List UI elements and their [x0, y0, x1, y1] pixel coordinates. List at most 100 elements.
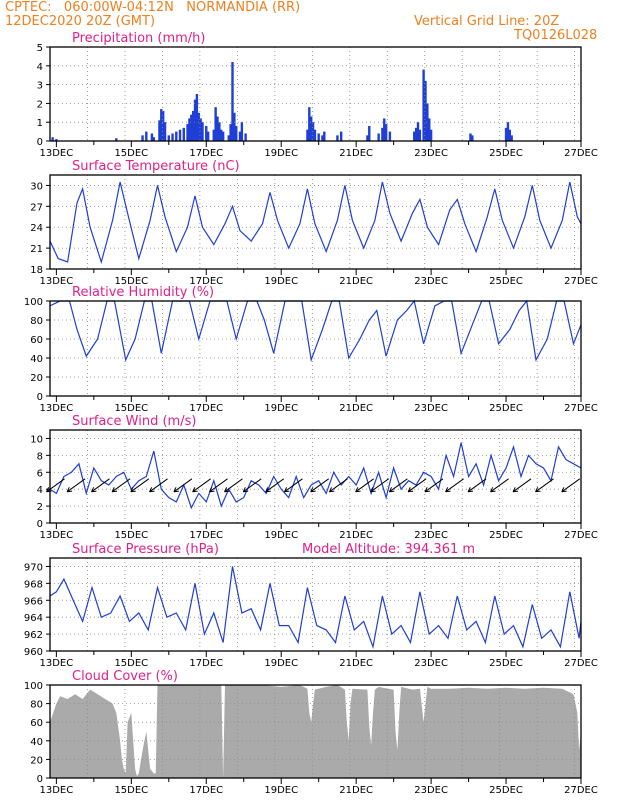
precip-bar: [414, 127, 418, 141]
wind-arrow-head: [424, 487, 428, 493]
panel-title: Surface Wind (m/s): [72, 414, 196, 429]
wind-arrow-head: [149, 487, 153, 493]
precip-bar: [218, 122, 221, 141]
precip-bar: [413, 131, 416, 141]
panel-frame: [49, 429, 582, 524]
x-tick-label: 23DEC: [414, 403, 448, 414]
precip-bar: [182, 127, 185, 141]
wind-arrow-head: [209, 490, 215, 493]
panel-title: Surface Temperature (nC): [72, 159, 240, 174]
x-tick-label: 17DEC: [189, 530, 223, 541]
wind-arrow-head: [66, 487, 70, 493]
wind-arrow: [242, 478, 262, 493]
precip-bar: [150, 133, 154, 141]
precip-bar: [158, 120, 161, 141]
x-tick-label: 21DEC: [339, 148, 373, 159]
wind-arrow-head: [512, 487, 516, 493]
precip-bar: [416, 122, 420, 141]
x-tick-label: 27DEC: [564, 658, 598, 669]
y-tick-label: 960: [24, 647, 43, 658]
wind-arrow-shaft: [467, 478, 487, 493]
wind-arrow-head: [388, 487, 392, 493]
wind-arrow-head: [173, 487, 177, 493]
wind-arrow-head: [242, 487, 246, 493]
series-line: [49, 442, 582, 510]
y-tick-label: 0: [37, 519, 43, 530]
wind-arrow-head: [328, 487, 333, 493]
wind-arrow-shaft: [130, 478, 150, 493]
y-tick-label: 968: [24, 579, 43, 590]
wind-arrow-head: [370, 487, 374, 493]
wind-arrow: [370, 478, 389, 493]
y-tick-label: 964: [24, 613, 43, 624]
precip-bar: [383, 118, 386, 141]
precip-bar: [212, 129, 215, 141]
panel-frame: [49, 46, 582, 142]
x-tick-label: 19DEC: [264, 403, 298, 414]
x-tick-label: 19DEC: [264, 658, 298, 669]
precip-bar: [214, 107, 217, 141]
x-tick-label: 19DEC: [264, 785, 298, 796]
x-tick-label: 15DEC: [114, 658, 148, 669]
y-tick-label: 80: [30, 316, 43, 327]
precip-bar: [388, 131, 392, 141]
precip-bar: [506, 122, 510, 141]
wind-arrow-head: [468, 490, 474, 493]
panel-title: Relative Humidity (%): [72, 285, 214, 300]
wind-arrow-head: [355, 487, 359, 493]
x-tick-label: 17DEC: [189, 148, 223, 159]
precip-bar: [220, 129, 223, 141]
wind-arrow-head: [389, 490, 395, 493]
precip-bar: [160, 109, 163, 141]
x-tick-label: 15DEC: [114, 403, 148, 414]
precip-bar: [235, 125, 238, 141]
precip-bar: [336, 135, 339, 141]
precip-bar: [201, 122, 204, 141]
x-tick-label: 23DEC: [414, 276, 448, 287]
precip-bar: [216, 116, 219, 141]
precip-bar: [167, 135, 170, 141]
y-tick-label: 60: [30, 718, 43, 729]
panel-1: 18 21 24 27 30 13DEC 15DEC 17DEC 19DEC 21DEC 23DEC…: [30, 159, 598, 287]
x-tick-label: 25DEC: [489, 276, 523, 287]
header-station: CPTEC: 060:00W-04:12N NORMANDIA (RR): [5, 0, 301, 15]
x-tick-label: 25DEC: [489, 658, 523, 669]
y-tick-label: 20: [30, 373, 43, 384]
y-tick-label: 8: [37, 451, 43, 462]
wind-arrow-head: [224, 490, 230, 493]
wind-arrow-head: [224, 487, 228, 493]
header-datetime: 12DEC2020 20Z (GMT): [5, 14, 156, 29]
wind-arrow-head: [310, 490, 316, 493]
wind-arrow-head: [535, 487, 539, 493]
precip-bar: [508, 129, 512, 141]
y-tick-label: 3: [37, 81, 43, 92]
wind-arrow: [66, 478, 86, 493]
panel-annotation: Model Altitude: 394.361 m: [302, 542, 475, 557]
wind-arrow-head: [91, 490, 97, 493]
precip-bar: [55, 139, 58, 141]
wind-arrow: [561, 478, 581, 493]
x-tick-label: 15DEC: [114, 530, 148, 541]
x-tick-label: 19DEC: [264, 276, 298, 287]
x-tick-label: 25DEC: [489, 785, 523, 796]
wind-arrow-head: [490, 487, 494, 493]
wind-arrow: [407, 478, 427, 493]
precip-bar: [206, 131, 210, 141]
wind-arrow: [490, 478, 509, 493]
wind-arrow-shaft: [265, 478, 285, 493]
wind-arrow-head: [512, 490, 519, 493]
x-tick-label: 27DEC: [564, 403, 598, 414]
panel-4: 960 962 964 966 968 970 13DEC 15DEC 17DEC 19DEC 21…: [24, 542, 598, 669]
wind-arrow-head: [329, 490, 335, 493]
y-tick-label: 80: [30, 700, 43, 711]
precip-bar: [384, 124, 388, 141]
wind-arrow-shaft: [535, 478, 554, 493]
wind-arrow-head: [310, 487, 314, 493]
wind-arrow: [355, 478, 374, 493]
wind-arrow: [424, 478, 444, 493]
x-tick-label: 15DEC: [114, 148, 148, 159]
wind-arrow-shaft: [407, 478, 427, 493]
precip-bar: [469, 133, 472, 141]
wind-arrow-shaft: [389, 478, 408, 493]
